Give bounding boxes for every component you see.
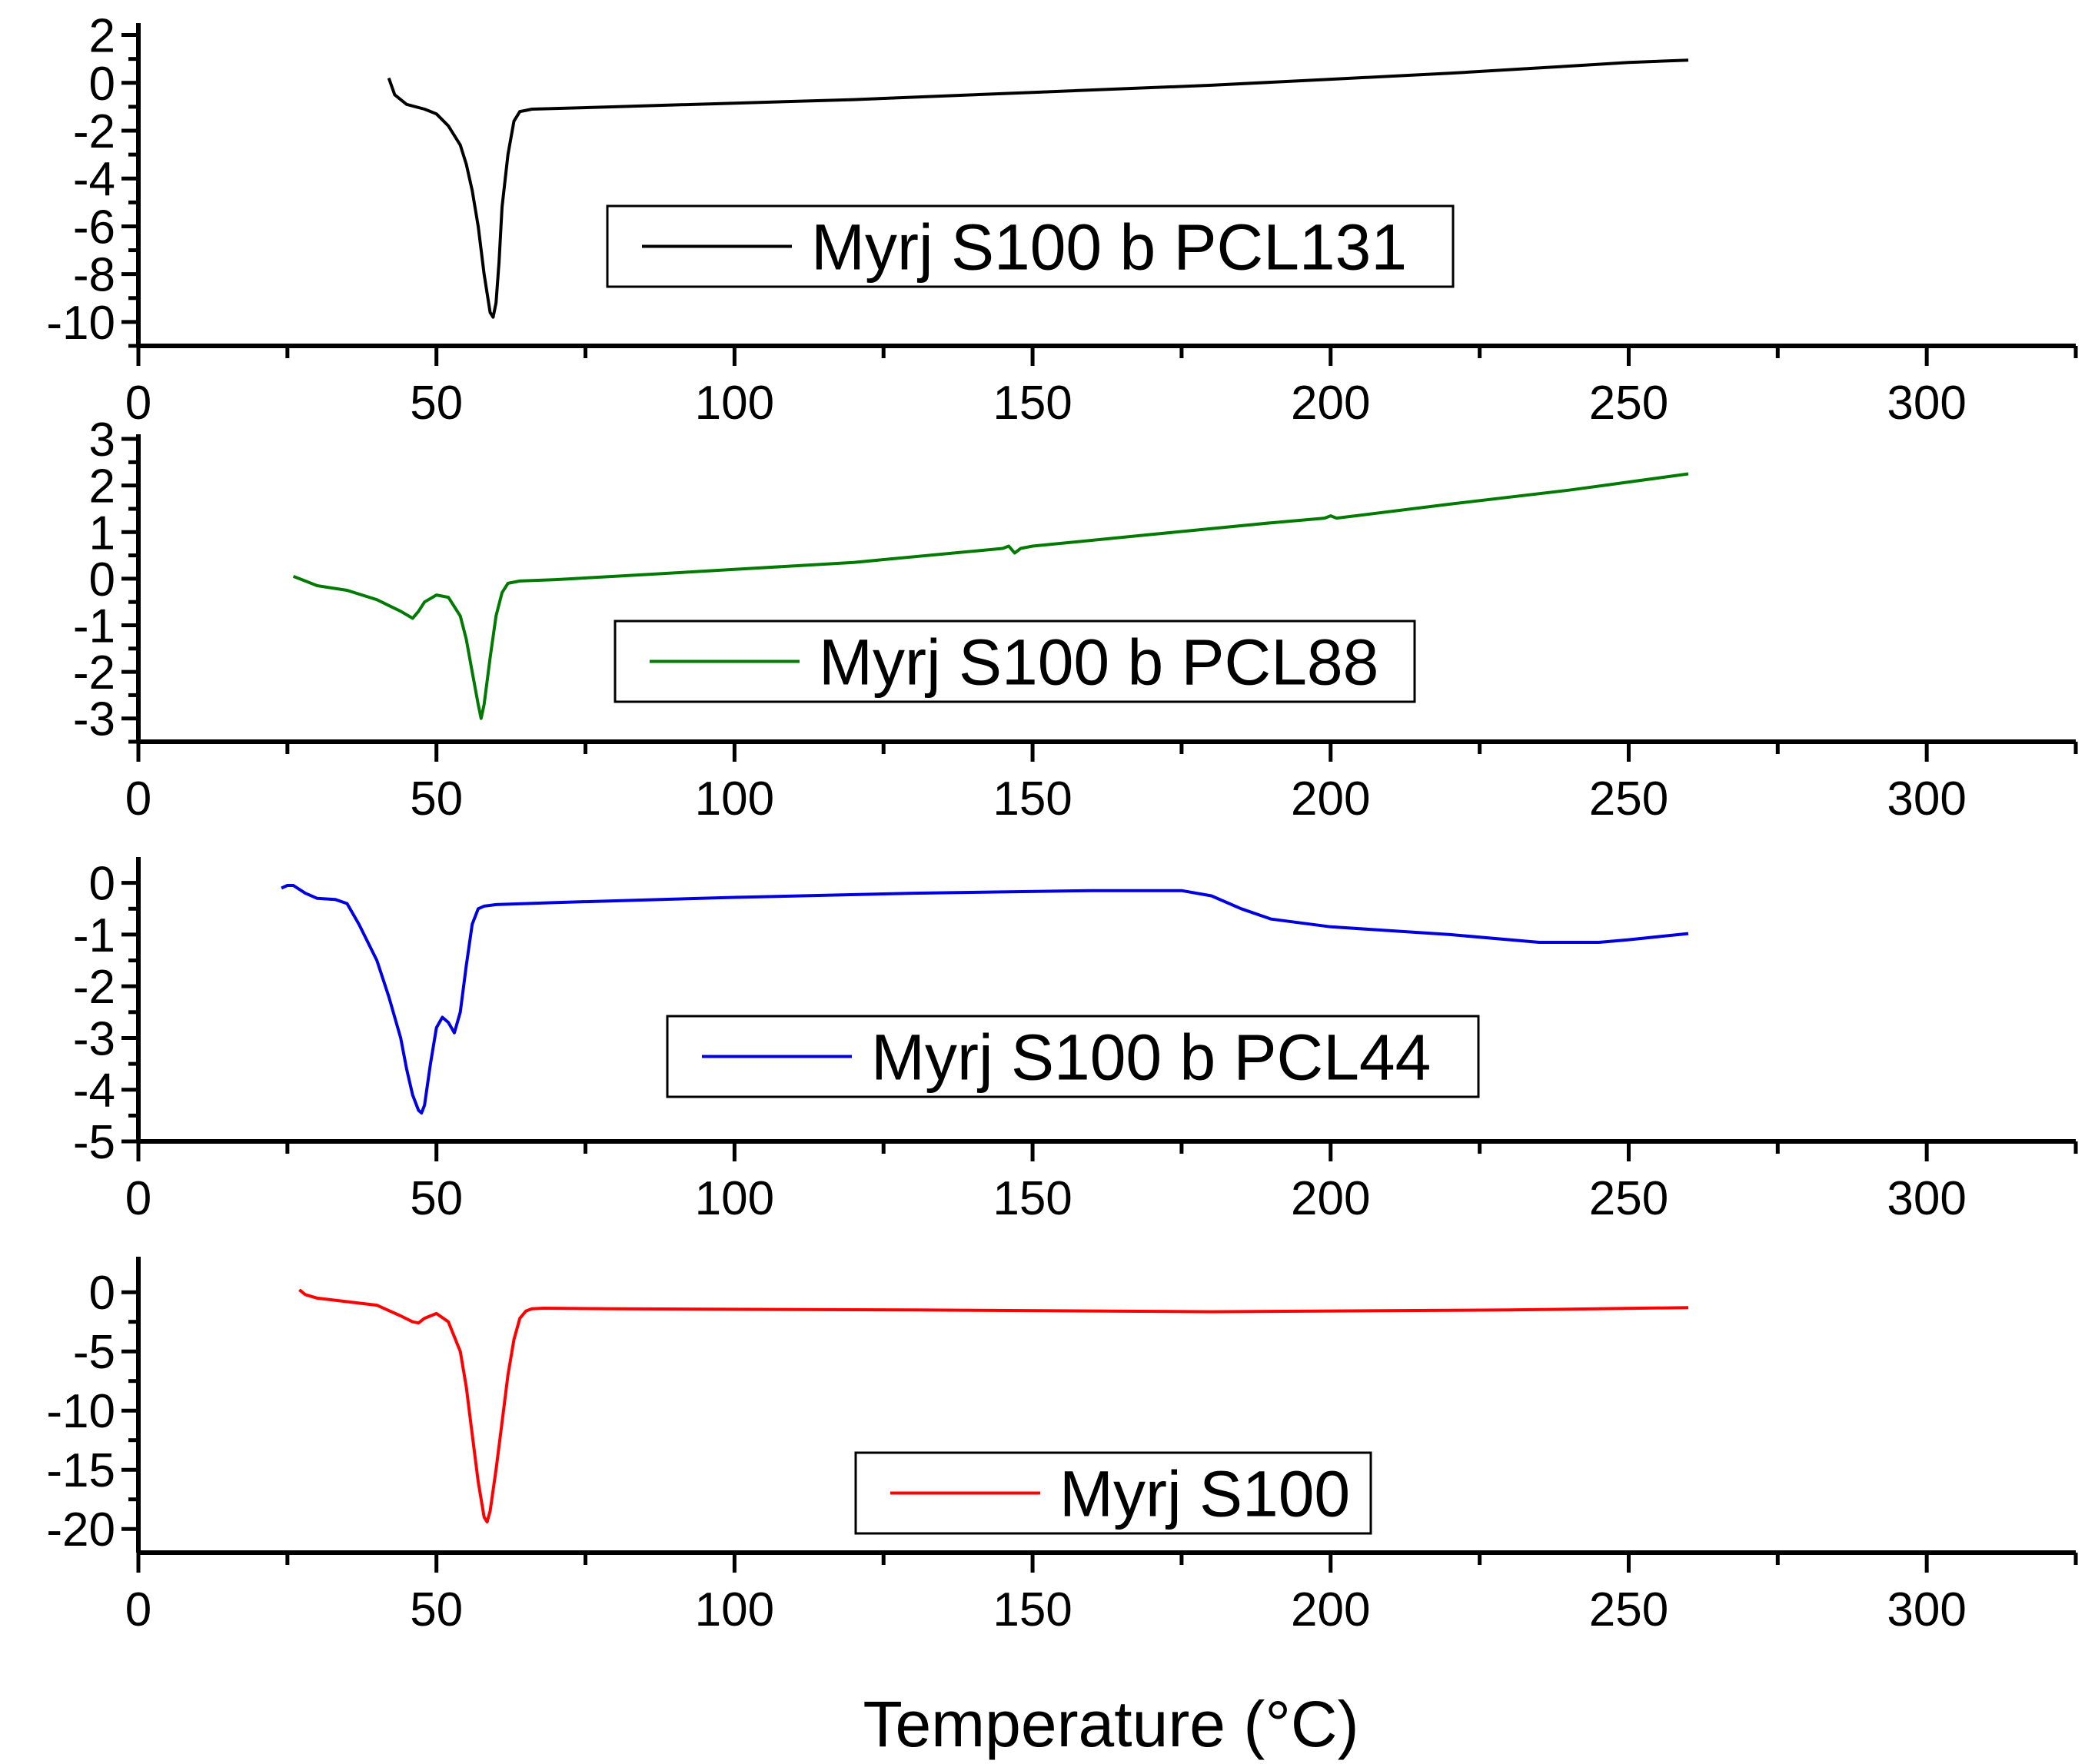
x-tick-label: 300 xyxy=(1887,1583,1966,1636)
series-line xyxy=(292,472,1689,720)
x-tick-label: 200 xyxy=(1291,772,1370,826)
x-tick-label: 100 xyxy=(695,377,774,430)
y-tick-label: -3 xyxy=(73,1012,115,1065)
x-tick-label: 250 xyxy=(1589,377,1668,430)
y-tick-label: -10 xyxy=(46,297,115,350)
series-line xyxy=(298,1288,1689,1523)
legend-label: Myrj S100 b PCL131 xyxy=(811,211,1407,284)
y-tick-label: -2 xyxy=(73,961,115,1014)
x-tick-label: 150 xyxy=(993,772,1072,826)
x-tick-label: 100 xyxy=(695,1172,774,1225)
x-tick-label: 150 xyxy=(993,377,1072,430)
y-tick-label: 0 xyxy=(89,858,115,911)
y-tick-label: -1 xyxy=(73,909,115,962)
y-tick-label: 1 xyxy=(89,507,115,560)
panel-4: 0 50 100 150 200 250 300 0 -5 -10 -15 -20 Myrj S100 xyxy=(46,1257,2078,1636)
y-tick-label: 2 xyxy=(89,460,115,513)
series-line xyxy=(387,58,1689,319)
legend-label: Myrj S100 xyxy=(1059,1458,1350,1530)
x-tick-label: 100 xyxy=(695,772,774,826)
y-tick-label: -10 xyxy=(46,1385,115,1438)
legend-label: Myrj S100 b PCL88 xyxy=(819,626,1378,699)
x-tick-label: 200 xyxy=(1291,377,1370,430)
x-tick-label: 0 xyxy=(125,772,151,826)
y-tick-label: -2 xyxy=(73,105,115,158)
x-tick-label: 200 xyxy=(1291,1583,1370,1636)
series-line xyxy=(281,884,1689,1115)
x-tick-label: 50 xyxy=(410,772,463,826)
x-tick-label: 300 xyxy=(1887,377,1966,430)
x-axis-label: Temperature (°C) xyxy=(863,1688,1358,1760)
y-tick-label: -3 xyxy=(73,693,115,746)
x-tick-label: 50 xyxy=(410,1583,463,1636)
y-tick-label: -4 xyxy=(73,1065,115,1118)
x-tick-label: 50 xyxy=(410,377,463,430)
x-tick-label: 150 xyxy=(993,1172,1072,1225)
x-tick-label: 250 xyxy=(1589,1583,1668,1636)
x-tick-label: 0 xyxy=(125,377,151,430)
x-tick-label: 300 xyxy=(1887,1172,1966,1225)
y-tick-label: 0 xyxy=(89,58,115,111)
x-tick-label: 100 xyxy=(695,1583,774,1636)
x-tick-label: 150 xyxy=(993,1583,1072,1636)
y-tick-label: 2 xyxy=(89,10,115,63)
x-tick-label: 200 xyxy=(1291,1172,1370,1225)
x-tick-label: 250 xyxy=(1589,1172,1668,1225)
y-tick-label: -5 xyxy=(73,1326,115,1379)
y-tick-label: -5 xyxy=(73,1116,115,1169)
y-tick-label: -2 xyxy=(73,646,115,699)
x-tick-label: 0 xyxy=(125,1172,151,1225)
y-tick-label: 0 xyxy=(89,553,115,606)
x-tick-label: 50 xyxy=(410,1172,463,1225)
x-tick-label: 0 xyxy=(125,1583,151,1636)
x-tick-label: 300 xyxy=(1887,772,1966,826)
y-tick-label: -1 xyxy=(73,600,115,653)
y-tick-label: 3 xyxy=(89,414,115,467)
x-tick-label: 250 xyxy=(1589,772,1668,826)
y-tick-label: -15 xyxy=(46,1444,115,1497)
y-tick-label: -6 xyxy=(73,201,115,254)
legend-label: Myrj S100 b PCL44 xyxy=(871,1022,1431,1094)
y-tick-label: 0 xyxy=(89,1267,115,1320)
y-tick-label: -20 xyxy=(46,1503,115,1556)
y-tick-label: -4 xyxy=(73,153,115,206)
y-tick-label: -8 xyxy=(73,249,115,302)
